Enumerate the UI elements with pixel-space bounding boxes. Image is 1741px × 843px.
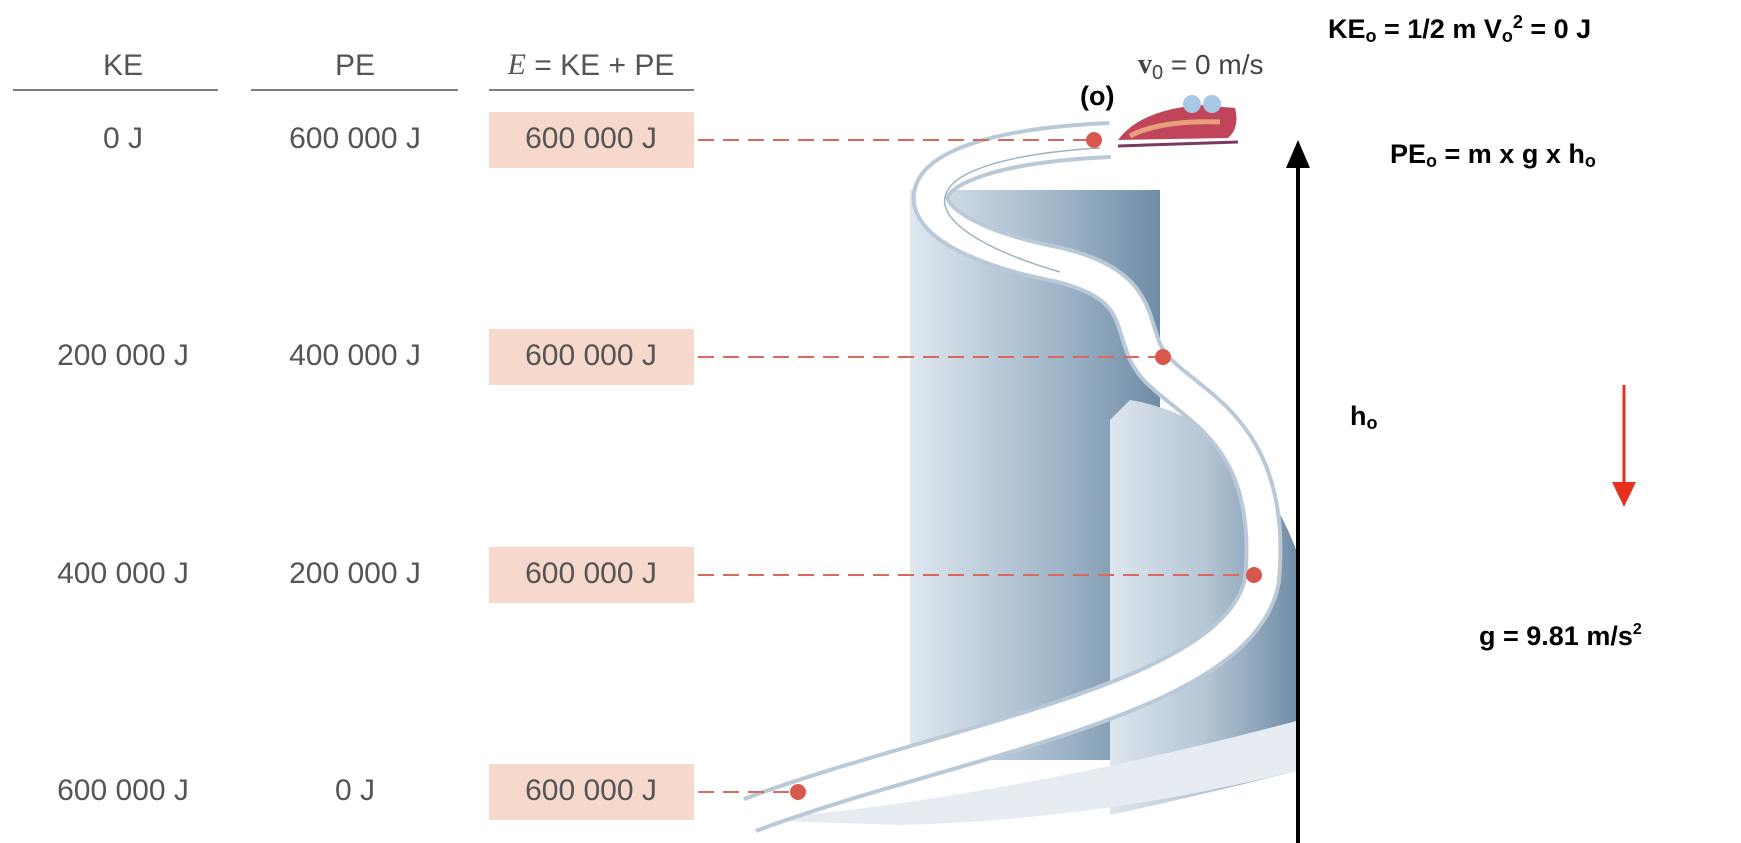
header-ke: KE xyxy=(103,49,143,82)
cell-pe: 200 000 J xyxy=(289,557,421,590)
cell-ke: 0 J xyxy=(103,122,143,155)
cell-e: 600 000 J xyxy=(525,774,657,807)
cell-pe: 400 000 J xyxy=(289,339,421,372)
cell-e: 600 000 J xyxy=(525,557,657,590)
ke-text: = 0 J xyxy=(1523,14,1591,44)
pe-sub: o xyxy=(1426,151,1437,171)
pe-text: = m x g x h xyxy=(1437,139,1585,169)
bobsled-track xyxy=(750,95,1300,825)
gravity-arrow-head xyxy=(1612,482,1636,507)
pe-sub: o xyxy=(1585,151,1596,171)
cell-ke: 200 000 J xyxy=(57,339,189,372)
start-label: (o) xyxy=(1080,81,1114,111)
ke-formula: KEo = 1/2 m Vo2 = 0 J xyxy=(1328,12,1591,46)
velocity-sub: 0 xyxy=(1152,62,1163,84)
page: KE PE E = KE + PE v0 = 0 m/s (o) KEo = 1… xyxy=(0,0,1741,843)
ke-text: KE xyxy=(1328,14,1366,44)
height-sub: o xyxy=(1367,413,1378,433)
header-e-symbol: E xyxy=(507,48,526,81)
gravity-text: g = 9.81 m/s xyxy=(1479,621,1633,651)
header-e-rest: = KE + PE xyxy=(526,49,674,82)
height-label: ho xyxy=(1350,401,1378,433)
velocity-label: v0 = 0 m/s xyxy=(1138,49,1264,84)
gravity-label: g = 9.81 m/s2 xyxy=(1479,621,1642,651)
height-arrow-head xyxy=(1286,140,1310,168)
header-pe: PE xyxy=(335,49,375,82)
track-point xyxy=(1155,349,1171,365)
cell-ke: 600 000 J xyxy=(57,774,189,807)
cell-e: 600 000 J xyxy=(525,339,657,372)
pe-formula: PEo = m x g x ho xyxy=(1390,139,1596,171)
cell-pe: 0 J xyxy=(335,774,375,807)
ke-sub: o xyxy=(1502,26,1513,46)
velocity-symbol: v xyxy=(1138,49,1152,80)
pe-text: PE xyxy=(1390,139,1426,169)
ke-sup: 2 xyxy=(1513,12,1523,32)
cell-e: 600 000 J xyxy=(525,122,657,155)
bobsled xyxy=(1118,95,1238,146)
header-e: E = KE + PE xyxy=(507,48,675,82)
ke-text: = 1/2 m V xyxy=(1377,14,1502,44)
gravity-sup: 2 xyxy=(1633,621,1642,638)
cell-ke: 400 000 J xyxy=(57,557,189,590)
cell-pe: 600 000 J xyxy=(289,122,421,155)
velocity-rest: = 0 m/s xyxy=(1163,49,1263,80)
track-point xyxy=(790,784,806,800)
height-text: h xyxy=(1350,401,1367,431)
track-point xyxy=(1086,132,1102,148)
track-point xyxy=(1246,567,1262,583)
ke-sub: o xyxy=(1366,26,1377,46)
